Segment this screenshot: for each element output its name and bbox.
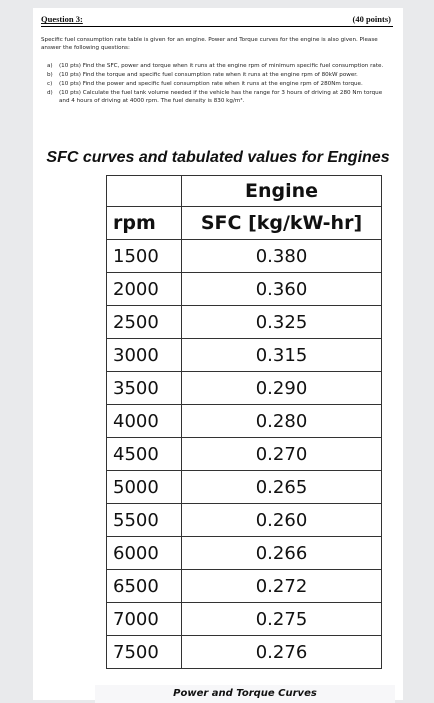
part-text: (10 pts) Calculate the fuel tank volume … [59,90,383,104]
question-intro: Specific fuel consumption rate table is … [41,37,378,51]
sfc-cell: 0.276 [181,635,382,669]
table-row: 2000 0.360 [106,272,382,306]
sfc-cell: 0.380 [181,239,382,273]
table-row: 3000 0.315 [106,338,382,372]
rpm-cell: 2500 [106,305,182,339]
rpm-cell: 7500 [106,635,182,669]
question-header: Question 3: (40 points) [41,14,393,27]
table-corner-cell [106,175,182,207]
table-row: 4000 0.280 [106,404,382,438]
rpm-cell: 3000 [106,338,182,372]
table-group-header-row: Engine [106,175,382,207]
sfc-cell: 0.260 [181,503,382,537]
table-row: 2500 0.325 [106,305,382,339]
table-row: 7500 0.276 [106,635,382,669]
rpm-cell: 3500 [106,371,182,405]
question-part-a: a) (10 pts) Find the SFC, power and torq… [41,62,393,70]
document-page: Question 3: (40 points) Specific fuel co… [33,8,403,703]
question-part-b: b) (10 pts) Find the torque and specific… [41,71,393,79]
column-header-sfc: SFC [kg/kW-hr] [181,206,382,240]
rpm-cell: 2000 [106,272,182,306]
sfc-cell: 0.360 [181,272,382,306]
sfc-cell: 0.265 [181,470,382,504]
part-text: (10 pts) Find the SFC, power and torque … [59,63,384,69]
table-row: 7000 0.275 [106,602,382,636]
part-letter: a) [47,63,53,69]
section-title: SFC curves and tabulated values for Engi… [46,149,390,166]
rpm-cell: 5500 [106,503,182,537]
table-column-header-row: rpm SFC [kg/kW-hr] [106,206,382,240]
table-row: 5000 0.265 [106,470,382,504]
sfc-cell: 0.280 [181,404,382,438]
part-text: (10 pts) Find the power and specific fue… [59,81,363,87]
question-part-c: c) (10 pts) Find the power and specific … [41,80,393,88]
table-row: 5500 0.260 [106,503,382,537]
rpm-cell: 1500 [106,239,182,273]
group-header-engine: Engine [181,175,382,207]
power-torque-caption: Power and Torque Curves [95,685,395,703]
table-row: 1500 0.380 [106,239,382,273]
part-letter: d) [47,90,53,96]
rpm-cell: 7000 [106,602,182,636]
table-row: 6500 0.272 [106,569,382,603]
sfc-table: Engine rpm SFC [kg/kW-hr] 1500 0.380 2000 0… [106,175,382,669]
question-points: (40 points) [352,14,392,24]
sfc-cell: 0.275 [181,602,382,636]
rpm-cell: 4500 [106,437,182,471]
question-part-d: d) (10 pts) Calculate the fuel tank volu… [41,89,393,105]
table-row: 4500 0.270 [106,437,382,471]
part-letter: c) [47,81,53,87]
sfc-cell: 0.290 [181,371,382,405]
sfc-cell: 0.270 [181,437,382,471]
rpm-cell: 6500 [106,569,182,603]
part-letter: b) [47,72,53,78]
sfc-cell: 0.272 [181,569,382,603]
question-title: Question 3: [41,14,83,24]
table-row: 6000 0.266 [106,536,382,570]
sfc-cell: 0.325 [181,305,382,339]
rpm-cell: 4000 [106,404,182,438]
column-header-rpm: rpm [106,206,182,240]
sfc-cell: 0.266 [181,536,382,570]
table-row: 3500 0.290 [106,371,382,405]
sfc-cell: 0.315 [181,338,382,372]
part-text: (10 pts) Find the torque and specific fu… [59,72,358,78]
rpm-cell: 5000 [106,470,182,504]
question-parts: a) (10 pts) Find the SFC, power and torq… [41,62,393,106]
rpm-cell: 6000 [106,536,182,570]
